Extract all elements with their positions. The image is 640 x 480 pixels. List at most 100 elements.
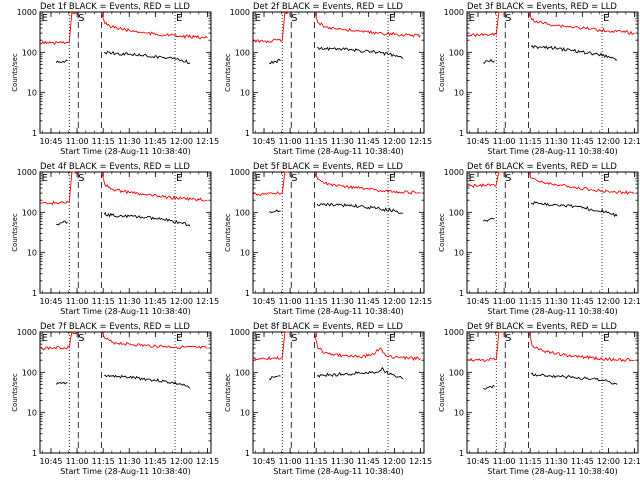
interval-flag-3: E <box>603 333 609 344</box>
plot-frame <box>39 171 212 294</box>
events-series-line <box>482 217 495 222</box>
x-axis-label: Start Time (28-Aug-11 10:38:40) <box>487 147 618 156</box>
interval-flag-2: S <box>78 13 84 24</box>
x-axis-label: Start Time (28-Aug-11 10:38:40) <box>273 307 404 316</box>
x-tick-label: 12:15 <box>409 297 432 306</box>
events-series-line <box>103 212 191 227</box>
interval-flag-2: S <box>291 13 297 24</box>
lld-series-line <box>40 10 78 46</box>
interval-flag-1: E <box>42 173 48 184</box>
events-series-line <box>483 384 495 390</box>
y-tick-label: 100 <box>22 368 37 377</box>
x-tick-label: 10:45 <box>466 137 489 146</box>
lld-series-line <box>40 171 78 206</box>
x-tick-label: 11:45 <box>571 297 594 306</box>
x-tick-label: 11:15 <box>92 297 115 306</box>
x-tick-label: 12:15 <box>196 137 219 146</box>
events-series-line <box>317 46 404 59</box>
x-tick-label: 11:30 <box>545 457 568 466</box>
y-tick-label: 10 <box>454 89 464 98</box>
y-tick-label: 1000 <box>17 8 37 17</box>
events-series-line <box>104 374 191 389</box>
x-tick-label: 11:45 <box>357 137 380 146</box>
x-tick-label: 11:45 <box>144 137 167 146</box>
y-axis-label: Counts/sec <box>224 373 232 412</box>
panel-title: Det 9f BLACK = Events, RED = LLD <box>467 322 617 332</box>
x-tick-label: 11:00 <box>279 137 302 146</box>
events-series-line <box>530 201 618 218</box>
x-tick-label: 11:45 <box>571 457 594 466</box>
x-axis-label: Start Time (28-Aug-11 10:38:40) <box>60 147 191 156</box>
y-tick-label: 10 <box>27 249 37 258</box>
plot-frame <box>252 11 425 134</box>
x-tick-label: 11:30 <box>118 457 141 466</box>
y-tick-label: 1000 <box>444 328 464 337</box>
x-tick-label: 10:45 <box>466 457 489 466</box>
y-tick-label: 10 <box>27 409 37 418</box>
x-axis-label: Start Time (28-Aug-11 10:38:40) <box>487 467 618 476</box>
x-tick-label: 12:00 <box>597 137 620 146</box>
lld-series-line <box>528 171 635 196</box>
x-tick-label: 12:15 <box>409 457 432 466</box>
lld-series-line <box>467 171 505 189</box>
y-tick-label: 100 <box>449 208 464 217</box>
panel-9: Det 9f BLACK = Events, RED = LLD 1 10 100 10… <box>438 322 640 476</box>
y-tick-label: 1 <box>459 129 464 138</box>
y-tick-label: 1 <box>245 289 250 298</box>
lld-series-line <box>101 331 208 350</box>
x-tick-label: 11:00 <box>493 137 516 146</box>
interval-flag-2: S <box>505 173 511 184</box>
x-tick-label: 10:45 <box>252 297 275 306</box>
x-tick-label: 12:00 <box>597 297 620 306</box>
y-axis-label: Counts/sec <box>224 213 232 252</box>
panel-title: Det 3f BLACK = Events, RED = LLD <box>467 2 617 12</box>
panel-5: Det 5f BLACK = Events, RED = LLD 1 10 100 10… <box>224 162 432 316</box>
y-axis-label: Counts/sec <box>11 213 19 252</box>
y-tick-label: 1 <box>32 449 37 458</box>
x-tick-label: 11:30 <box>545 137 568 146</box>
lld-series-line <box>467 331 505 362</box>
interval-flag-3: E <box>176 173 182 184</box>
y-tick-label: 100 <box>22 208 37 217</box>
y-axis-label: Counts/sec <box>438 213 446 252</box>
lld-series-line <box>100 171 208 202</box>
y-tick-label: 100 <box>235 48 250 57</box>
interval-flag-2: S <box>291 333 297 344</box>
y-tick-label: 10 <box>454 249 464 258</box>
x-tick-label: 11:45 <box>144 297 167 306</box>
x-tick-label: 12:00 <box>383 137 406 146</box>
plot-frame <box>466 331 639 454</box>
y-axis-label: Counts/sec <box>438 373 446 412</box>
interval-flag-3: E <box>176 13 182 24</box>
plot-frame <box>39 11 212 134</box>
lld-series-line <box>313 171 421 195</box>
panel-title: Det 7f BLACK = Events, RED = LLD <box>40 322 190 332</box>
interval-flag-2: S <box>291 173 297 184</box>
interval-flag-1: E <box>42 333 48 344</box>
y-tick-label: 100 <box>22 48 37 57</box>
y-tick-label: 10 <box>240 249 250 258</box>
panel-2: Det 2f BLACK = Events, RED = LLD 1 10 100 10… <box>224 2 432 156</box>
lld-series-line <box>253 10 291 44</box>
x-axis-label: Start Time (28-Aug-11 10:38:40) <box>273 467 404 476</box>
x-tick-label: 11:45 <box>571 137 594 146</box>
lld-series-line <box>527 331 635 363</box>
x-axis-label: Start Time (28-Aug-11 10:38:40) <box>60 307 191 316</box>
panel-title: Det 5f BLACK = Events, RED = LLD <box>253 162 403 172</box>
y-tick-label: 100 <box>235 368 250 377</box>
y-axis-label: Counts/sec <box>11 373 19 412</box>
panel-6: Det 6f BLACK = Events, RED = LLD 1 10 100 10… <box>438 162 640 316</box>
interval-flag-1: E <box>255 173 261 184</box>
interval-flag-3: E <box>389 13 395 24</box>
y-tick-label: 100 <box>235 208 250 217</box>
x-tick-label: 10:45 <box>466 297 489 306</box>
events-series-line <box>269 209 281 213</box>
x-axis-label: Start Time (28-Aug-11 10:38:40) <box>60 467 191 476</box>
y-tick-label: 1000 <box>230 168 250 177</box>
events-series-line <box>103 50 191 65</box>
x-tick-label: 12:15 <box>409 137 432 146</box>
lld-series-line <box>527 11 635 35</box>
y-tick-label: 1 <box>32 289 37 298</box>
y-tick-label: 1 <box>459 449 464 458</box>
x-tick-label: 10:45 <box>252 457 275 466</box>
